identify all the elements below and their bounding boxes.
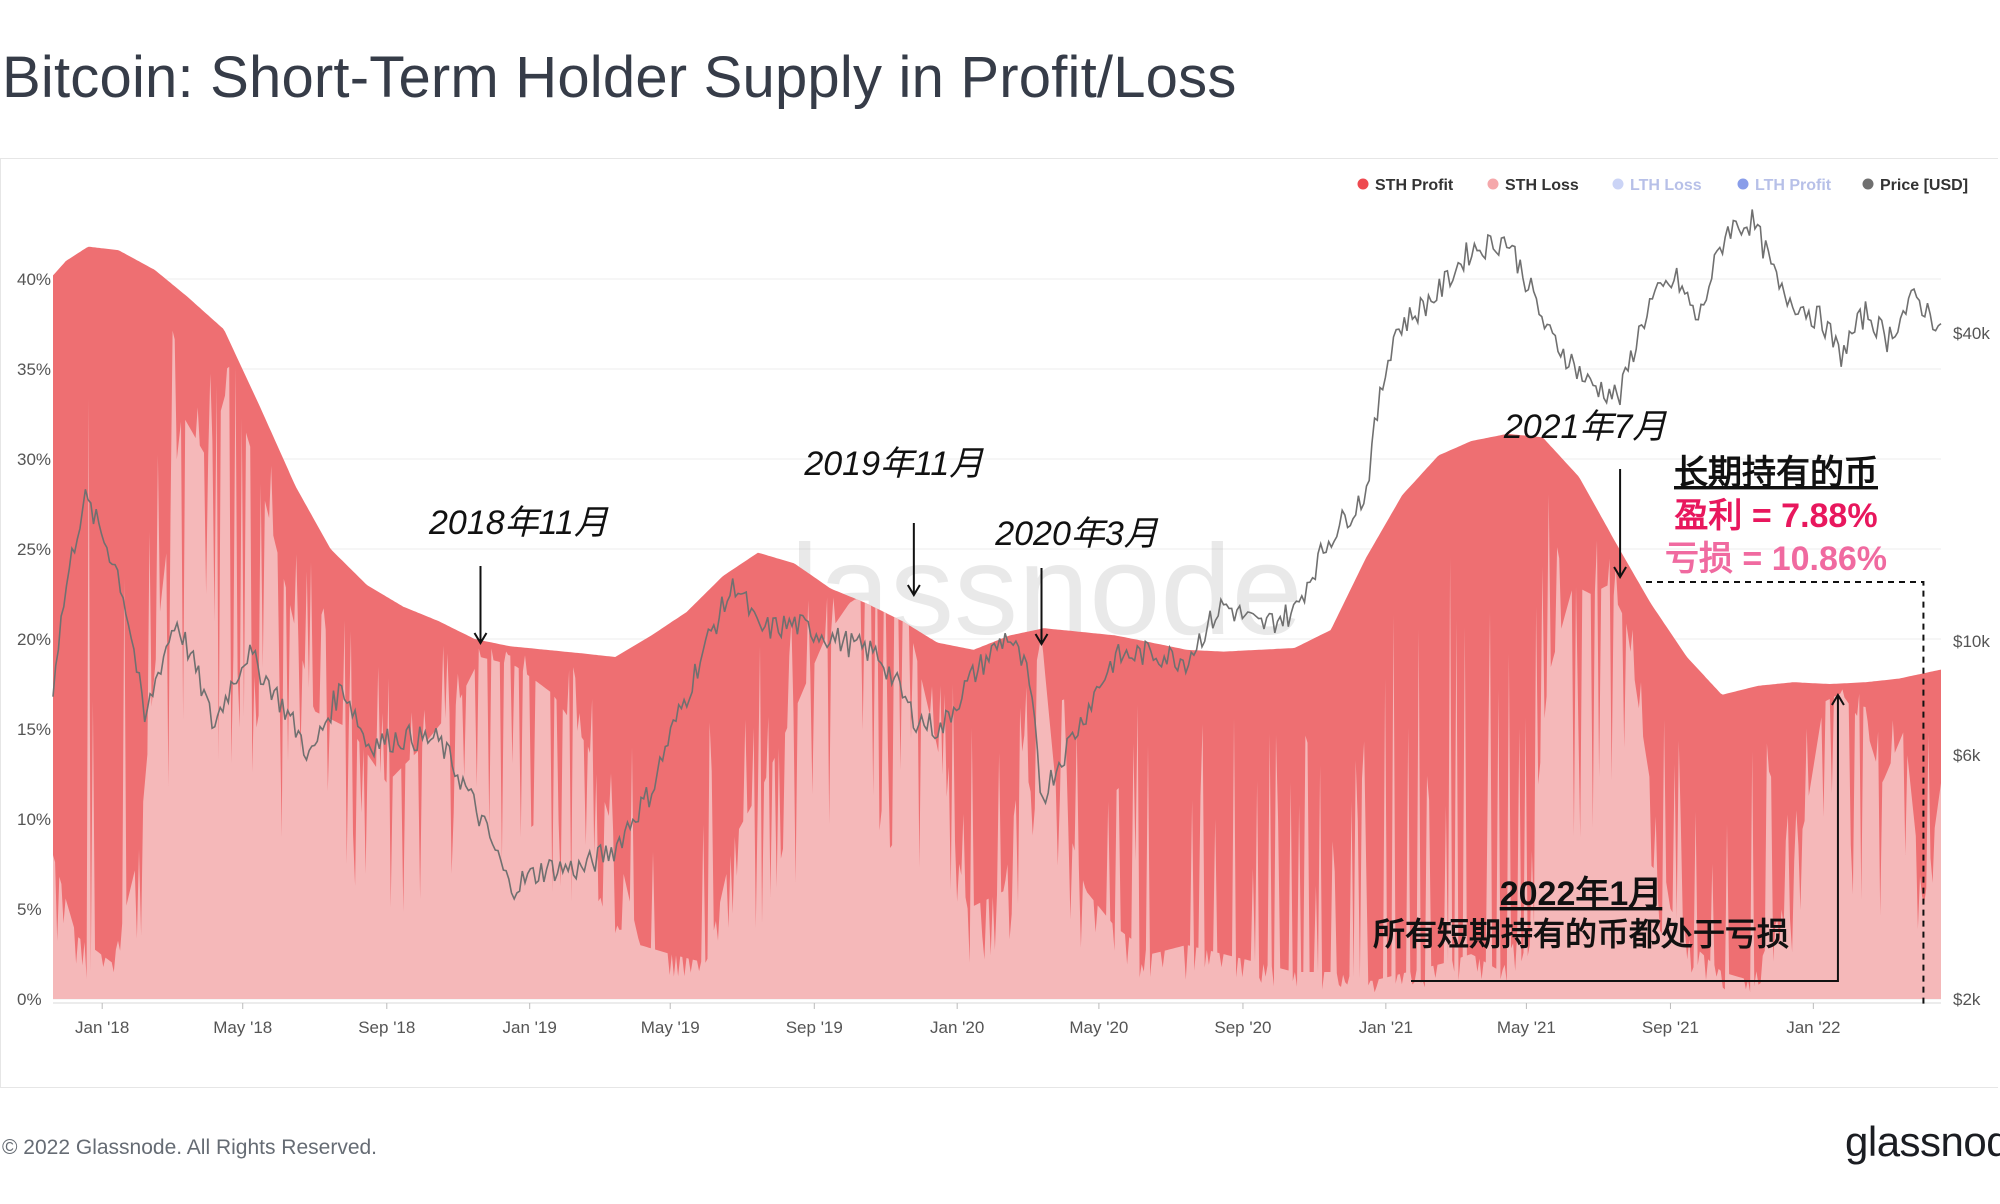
x-tick-label: Sep '18: [358, 1018, 415, 1037]
x-tick-label: Sep '19: [786, 1018, 843, 1037]
glassnode-logo: glassnode: [1845, 1118, 2000, 1165]
x-tick-label: Jan '22: [1786, 1018, 1840, 1037]
y-tick-label: 40%: [17, 270, 51, 289]
x-tick-label: May '20: [1069, 1018, 1128, 1037]
x-tick-label: Sep '20: [1214, 1018, 1271, 1037]
annotation-arrow-3-head: [1613, 566, 1627, 579]
legend-item-sth-profit[interactable]: STH Profit: [1357, 177, 1454, 194]
legend-marker: [1862, 178, 1874, 190]
chart-panel: glassnode 0% 5% 10% 15% 20% 25% 30% 35% 40% $2k $6…: [0, 158, 1998, 1088]
area-layer: [53, 246, 1941, 999]
legend-item-sth-loss[interactable]: STH Loss: [1487, 177, 1579, 194]
chart: glassnode 0%5%10%15%20%25%30%35%40%$2k$6…: [17, 177, 1990, 1037]
x-tick-label: Jan '20: [930, 1018, 984, 1037]
annotation-2021-jul: 2021年7月: [1503, 408, 1668, 446]
x-tick-label: Sep '21: [1642, 1018, 1699, 1037]
y-tick-label: 20%: [17, 630, 51, 649]
legend-marker: [1487, 178, 1499, 190]
y-right-tick-label: $6k: [1953, 746, 1981, 765]
callout-2022-text: 所有短期持有的币都处于亏损: [1373, 916, 1789, 952]
y-tick-label: 10%: [17, 810, 51, 829]
y-right-tick-label: $10k: [1953, 632, 1990, 651]
x-tick-label: May '21: [1497, 1018, 1556, 1037]
axis-layer: 0% 5% 10% 15% 20% 25% 30% 35% 40% $2k $6k $10k $40k J…: [17, 270, 1990, 1037]
x-tick-label: May '18: [213, 1018, 272, 1037]
annotation-2019-nov: 2019年11月: [803, 445, 984, 483]
annotation-arrow-0-head: [473, 632, 488, 645]
y-tick-label: 0%: [17, 990, 42, 1009]
legend-label: LTH Profit: [1755, 177, 1832, 194]
y-tick-label: 15%: [17, 720, 51, 739]
annotation-layer: 2018年11月 2019年11月 2020年3月 2021年7月 2022年1…: [428, 408, 1925, 1007]
y-tick-label: 25%: [17, 540, 51, 559]
callout-lth-dashed-bracket: [1646, 581, 1925, 1007]
y-tick-label: 35%: [17, 360, 51, 379]
annotation-arrow-1-head: [906, 584, 921, 597]
y-right-tick-label: $40k: [1953, 324, 1990, 343]
callout-lth-profit: 盈利 = 7.88%: [1674, 497, 1877, 535]
legend-label: STH Profit: [1375, 177, 1454, 194]
legend-label: Price [USD]: [1880, 177, 1968, 194]
legend-layer[interactable]: STH Profit STH Loss LTH Loss LTH Profit Pric…: [1357, 177, 1969, 194]
sth-loss-area: [53, 330, 1941, 999]
price-line: [52, 209, 1942, 901]
x-tick-label: May '19: [641, 1018, 700, 1037]
callout-lth-loss: 亏损 = 10.86%: [1665, 540, 1887, 578]
legend-marker: [1357, 178, 1369, 190]
legend-item-lth-profit[interactable]: LTH Profit: [1737, 177, 1832, 194]
x-tick-label: Jan '19: [503, 1018, 557, 1037]
legend-marker: [1737, 178, 1749, 190]
price-layer: [52, 209, 1942, 901]
callout-2022-bracket: [1411, 695, 1839, 982]
y-right-tick-label: $2k: [1953, 990, 1981, 1009]
x-tick-label: Jan '18: [75, 1018, 129, 1037]
legend-marker: [1612, 178, 1624, 190]
page-title: Bitcoin: Short-Term Holder Supply in Pro…: [2, 45, 1237, 110]
annotation-arrow-2-head: [1034, 633, 1049, 646]
legend-item-lth-loss[interactable]: LTH Loss: [1612, 177, 1702, 194]
x-tick-label: Jan '21: [1359, 1018, 1413, 1037]
annotation-2020-mar: 2020年3月: [994, 515, 1159, 553]
copyright: © 2022 Glassnode. All Rights Reserved.: [2, 1136, 378, 1159]
callout-lth-title: 长期持有的币: [1674, 454, 1878, 492]
legend-item-price-usd[interactable]: Price [USD]: [1862, 177, 1969, 194]
y-tick-label: 30%: [17, 450, 51, 469]
callout-2022-title: 2022年1月: [1500, 875, 1663, 913]
callout-2022-arrow-head: [1831, 693, 1845, 706]
legend-label: LTH Loss: [1630, 177, 1702, 194]
y-tick-label: 5%: [17, 900, 42, 919]
annotation-2018-nov: 2018年11月: [428, 504, 609, 542]
legend-label: STH Loss: [1505, 177, 1579, 194]
